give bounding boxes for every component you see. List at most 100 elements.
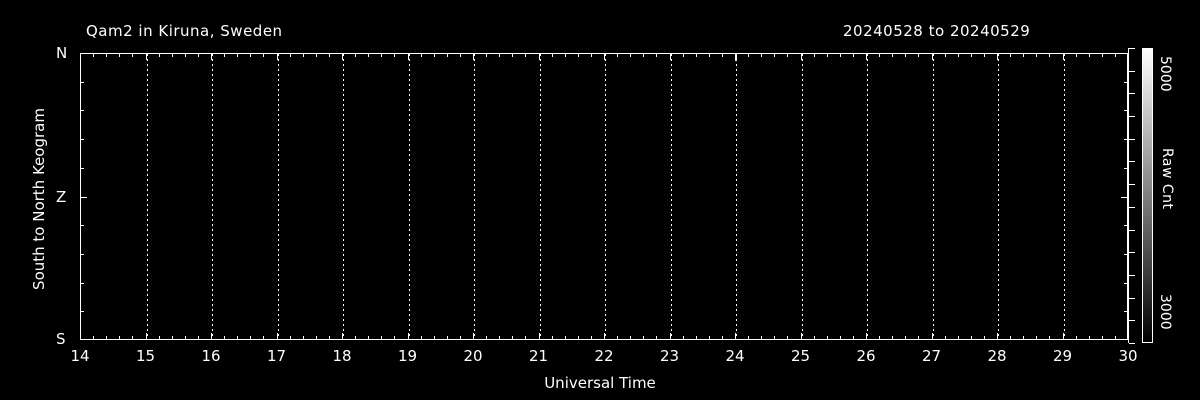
x-tick-major-top-15 <box>145 53 147 60</box>
x-tick-minor-top <box>905 53 907 57</box>
x-tick-minor-top <box>197 53 199 57</box>
y-tick-label-N: N <box>56 44 68 62</box>
x-tick-minor-top <box>918 53 920 57</box>
x-tick-minor-top <box>433 53 435 57</box>
x-tick-minor-bottom <box>1114 336 1116 340</box>
x-tick-minor-top <box>525 53 527 57</box>
y-tick-minor-left <box>80 282 84 284</box>
y-tick-minor-left <box>80 110 84 112</box>
x-tick-minor-bottom <box>486 336 488 340</box>
x-tick-minor-bottom <box>446 336 448 340</box>
x-tick-minor-top <box>551 53 553 57</box>
x-tick-minor-bottom <box>1075 336 1077 340</box>
x-tick-label-23: 23 <box>659 347 680 365</box>
x-tick-major-bottom-19 <box>407 333 409 340</box>
x-tick-minor-bottom <box>368 336 370 340</box>
x-tick-major-bottom-29 <box>1062 333 1064 340</box>
colorbar-tick <box>1129 252 1135 254</box>
x-tick-minor-bottom <box>721 336 723 340</box>
x-tick-minor-bottom <box>970 336 972 340</box>
x-tick-minor-top <box>237 53 239 57</box>
colorbar-axis-line <box>1128 48 1129 343</box>
y-tick-major-left-Z <box>80 196 87 198</box>
y-tick-major-left-N <box>80 53 87 54</box>
x-tick-minor-bottom <box>643 336 645 340</box>
gridline-hour-22 <box>605 54 606 339</box>
colorbar-tick <box>1129 229 1135 231</box>
x-tick-major-bottom-22 <box>604 333 605 340</box>
x-tick-label-22: 22 <box>594 347 614 365</box>
x-tick-major-top-19 <box>407 53 409 60</box>
x-tick-minor-top <box>656 53 658 57</box>
colorbar-tick <box>1129 274 1135 276</box>
colorbar-gradient <box>1143 49 1152 342</box>
page-title: Qam2 in Kiruna, Sweden <box>86 22 283 40</box>
x-tick-minor-bottom <box>119 336 121 340</box>
y-tick-minor-left <box>80 225 84 227</box>
x-tick-major-bottom-21 <box>538 333 540 340</box>
x-tick-minor-top <box>1114 53 1116 57</box>
x-tick-minor-bottom <box>617 336 619 340</box>
colorbar-min-label: 3000 <box>1157 294 1173 330</box>
x-tick-minor-bottom <box>1036 336 1038 340</box>
colorbar-tick <box>1129 70 1135 72</box>
x-tick-minor-bottom <box>224 336 226 340</box>
x-tick-major-top-22 <box>604 53 605 60</box>
x-tick-minor-top <box>250 53 252 57</box>
x-tick-minor-top <box>813 53 815 57</box>
x-tick-minor-top <box>446 53 448 57</box>
x-tick-minor-top <box>708 53 710 57</box>
x-tick-major-bottom-25 <box>800 333 802 340</box>
x-tick-label-20: 20 <box>463 347 483 365</box>
x-tick-minor-bottom <box>171 336 173 340</box>
x-tick-minor-bottom <box>263 336 265 340</box>
x-tick-minor-top <box>564 53 566 57</box>
x-tick-minor-bottom <box>761 336 763 340</box>
x-tick-major-top-16 <box>211 53 212 60</box>
y-tick-minor-left <box>80 253 84 255</box>
x-tick-major-bottom-18 <box>342 333 343 340</box>
x-tick-minor-bottom <box>1049 336 1051 340</box>
x-tick-minor-top <box>224 53 226 57</box>
midnight-line <box>735 54 737 339</box>
x-tick-minor-top <box>106 53 108 57</box>
x-tick-minor-bottom <box>944 336 946 340</box>
x-tick-minor-bottom <box>826 336 828 340</box>
colorbar-tick <box>1129 116 1135 118</box>
x-tick-minor-top <box>721 53 723 57</box>
x-tick-minor-bottom <box>394 336 396 340</box>
x-tick-minor-top <box>983 53 985 57</box>
colorbar <box>1142 48 1153 343</box>
x-tick-minor-bottom <box>302 336 304 340</box>
x-tick-minor-bottom <box>839 336 841 340</box>
x-tick-major-top-21 <box>538 53 540 60</box>
x-tick-minor-top <box>577 53 579 57</box>
x-tick-minor-top <box>289 53 291 57</box>
y-tick-minor-right <box>1124 167 1128 169</box>
x-tick-major-bottom-16 <box>211 333 212 340</box>
colorbar-title: Raw Cnt <box>1159 148 1175 210</box>
colorbar-max-label: 5000 <box>1157 56 1173 92</box>
x-tick-minor-top <box>132 53 134 57</box>
x-tick-major-top-23 <box>669 53 671 60</box>
x-tick-minor-bottom <box>564 336 566 340</box>
x-tick-minor-top <box>1036 53 1038 57</box>
x-tick-label-24: 24 <box>725 347 745 365</box>
colorbar-tick <box>1129 161 1135 163</box>
x-tick-minor-top <box>486 53 488 57</box>
y-tick-major-left-S <box>80 339 87 340</box>
x-tick-minor-top <box>748 53 750 57</box>
x-tick-minor-bottom <box>381 336 383 340</box>
x-tick-minor-bottom <box>525 336 527 340</box>
colorbar-tick <box>1129 206 1135 208</box>
x-tick-minor-bottom <box>499 336 501 340</box>
colorbar-tick <box>1129 320 1135 322</box>
x-tick-minor-top <box>1075 53 1077 57</box>
x-tick-minor-top <box>944 53 946 57</box>
gridline-hour-29 <box>1063 54 1065 339</box>
colorbar-tick <box>1129 93 1135 95</box>
x-tick-minor-bottom <box>237 336 239 340</box>
x-tick-label-14: 14 <box>70 347 90 365</box>
x-tick-minor-top <box>459 53 461 57</box>
